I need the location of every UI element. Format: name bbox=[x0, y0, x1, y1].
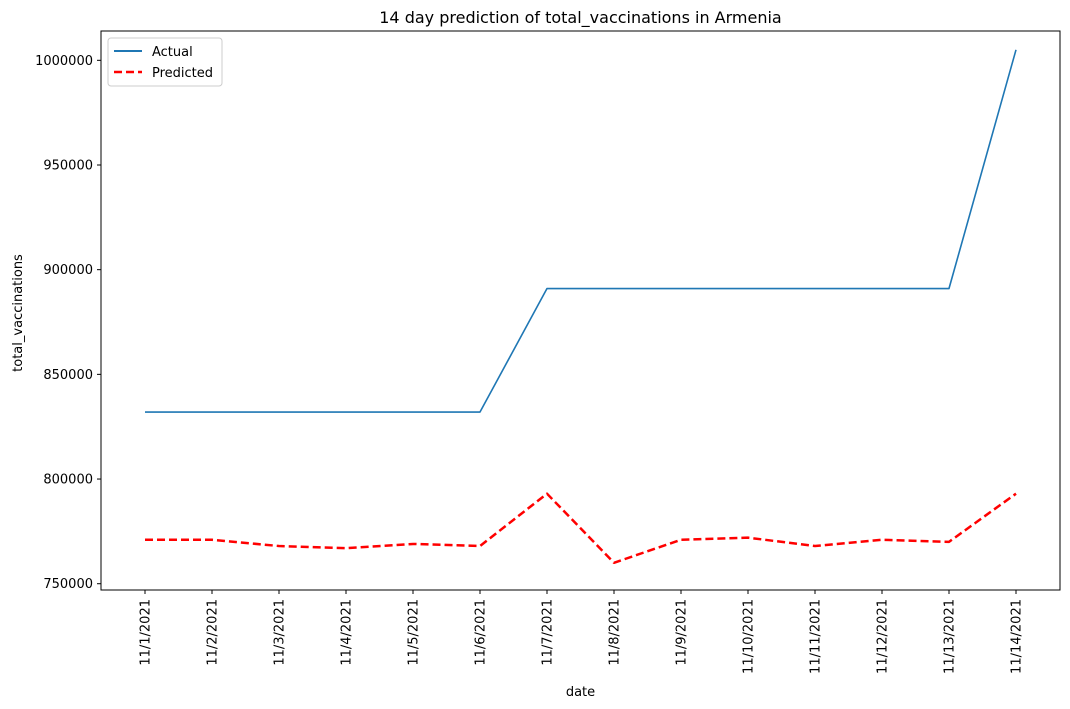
y-tick-label: 750000 bbox=[43, 577, 93, 592]
y-tick-label: 900000 bbox=[43, 263, 93, 278]
y-tick-label: 950000 bbox=[43, 158, 93, 173]
y-tick-label: 850000 bbox=[43, 368, 93, 383]
x-tick-label: 11/11/2021 bbox=[809, 599, 824, 674]
legend-label-predicted: Predicted bbox=[152, 66, 213, 81]
x-tick-label: 11/8/2021 bbox=[608, 599, 623, 666]
x-tick-label: 11/7/2021 bbox=[541, 599, 556, 666]
x-axis-title: date bbox=[566, 685, 595, 700]
x-tick-label: 11/14/2021 bbox=[1010, 599, 1025, 674]
x-tick-label: 11/10/2021 bbox=[742, 599, 757, 674]
x-tick-label: 11/13/2021 bbox=[943, 599, 958, 674]
y-axis-title: total_vaccinations bbox=[11, 254, 26, 372]
x-tick-label: 11/12/2021 bbox=[876, 599, 891, 674]
x-tick-label: 11/2/2021 bbox=[206, 599, 221, 666]
legend: Actual Predicted bbox=[107, 37, 223, 87]
x-tick-label: 11/9/2021 bbox=[675, 599, 690, 666]
axes-frame bbox=[100, 30, 1061, 591]
x-tick-label: 11/5/2021 bbox=[407, 599, 422, 666]
legend-label-actual: Actual bbox=[152, 45, 193, 60]
x-tick-label: 11/6/2021 bbox=[474, 599, 489, 666]
y-tick-label: 1000000 bbox=[35, 54, 93, 69]
plot-area: 750000 800000 850000 900000 950000 1000000 11/… bbox=[35, 49, 1025, 674]
chart-title: 14 day prediction of total_vaccinations … bbox=[379, 8, 781, 28]
y-tick-label: 800000 bbox=[43, 473, 93, 488]
x-tick-label: 11/4/2021 bbox=[340, 599, 355, 666]
x-tick-label: 11/3/2021 bbox=[273, 599, 288, 666]
x-tick-label: 11/1/2021 bbox=[139, 599, 154, 666]
series-line-actual bbox=[145, 49, 1017, 413]
series-line-predicted bbox=[145, 492, 1017, 565]
